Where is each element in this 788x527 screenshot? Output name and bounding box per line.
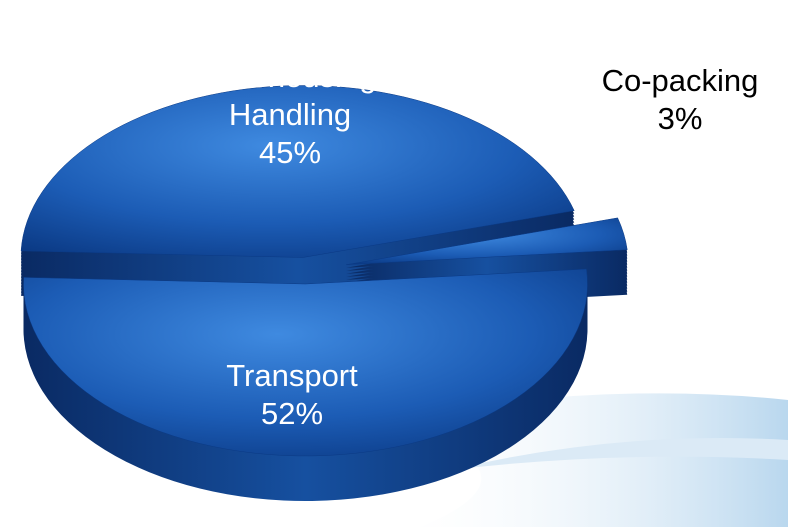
category-label: Warehousing/ Handling bbox=[194, 59, 386, 132]
background-swoosh bbox=[450, 438, 788, 470]
value-label: 3% bbox=[657, 101, 703, 136]
slice bbox=[23, 268, 588, 457]
slice bbox=[20, 85, 575, 258]
value-label: 45% bbox=[258, 135, 322, 170]
value-label: 52% bbox=[260, 396, 324, 431]
slice bbox=[346, 217, 628, 265]
slice-label: Transport 52% bbox=[162, 357, 422, 433]
slice-label: Warehousing/ Handling 45% bbox=[160, 58, 420, 172]
category-label: Co-packing bbox=[601, 63, 759, 98]
category-label: Transport bbox=[226, 358, 358, 393]
slice-label: Co-packing 3% bbox=[580, 62, 780, 138]
